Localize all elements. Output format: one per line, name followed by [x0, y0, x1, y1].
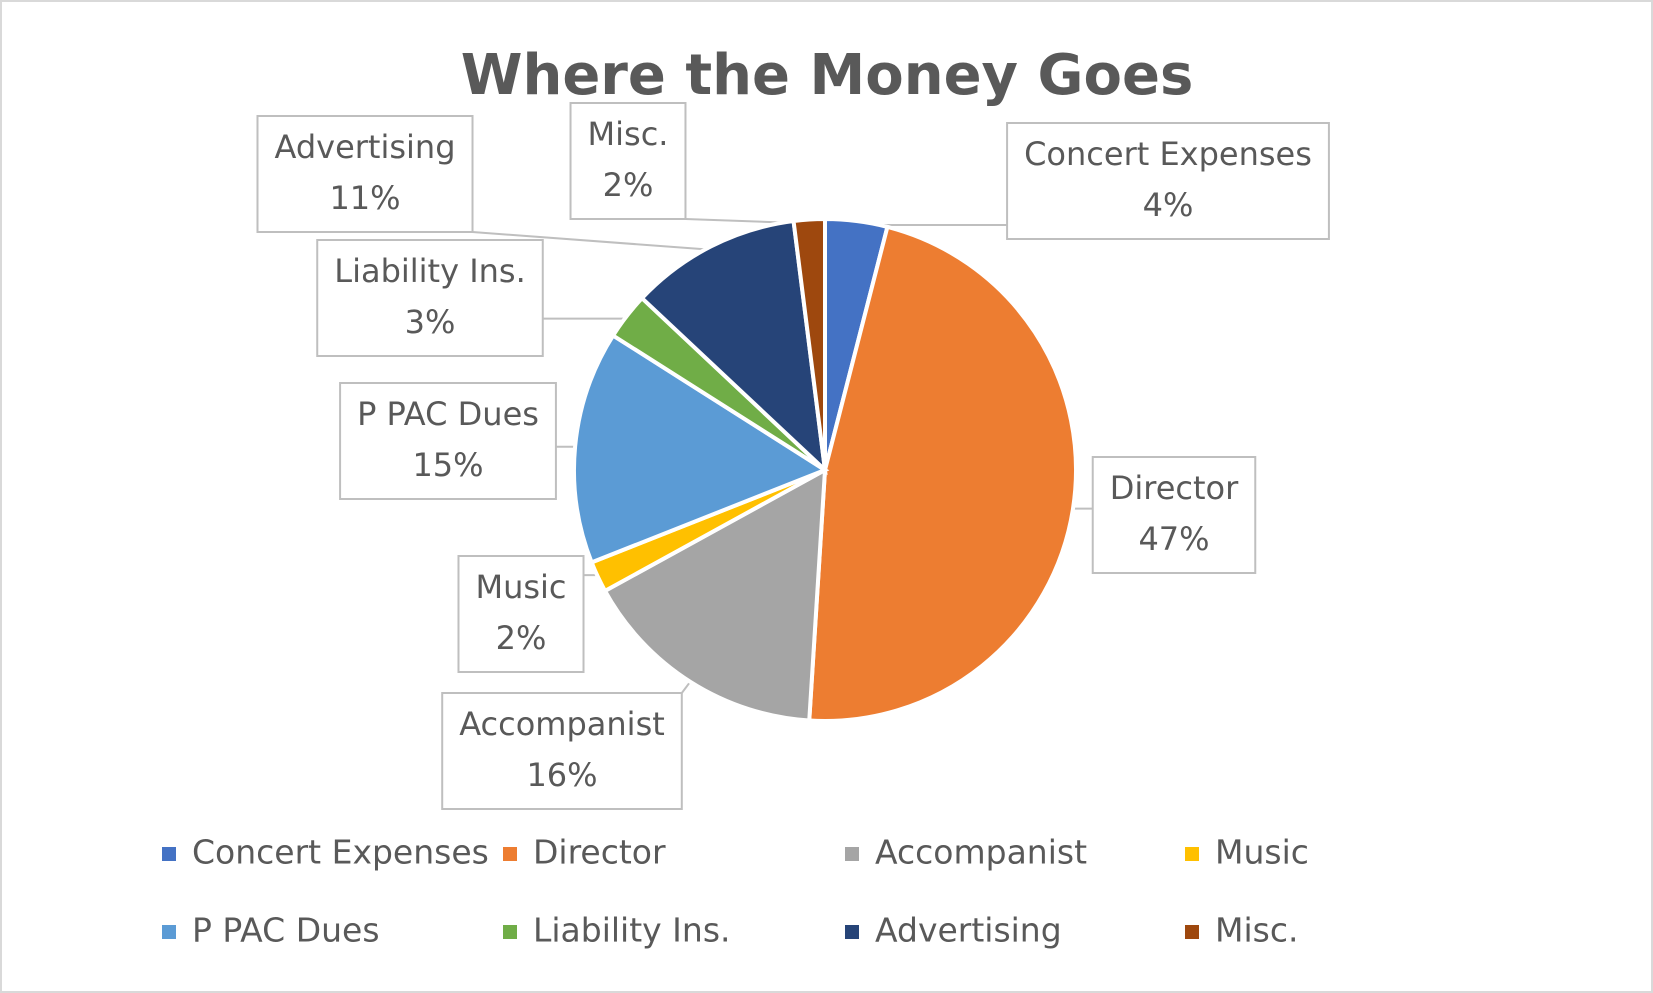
legend-label: Misc. — [1215, 911, 1298, 950]
data-label-name: Liability Ins. — [334, 252, 526, 290]
slices — [572, 216, 1078, 723]
legend-swatch — [1185, 847, 1199, 861]
data-label-box — [339, 382, 557, 500]
data-label-value: 15% — [412, 446, 483, 484]
legend-label: Liability Ins. — [533, 911, 731, 950]
pie-slice — [572, 332, 830, 565]
legend-swatch — [1185, 925, 1199, 939]
data-label-value: 4% — [1143, 186, 1194, 224]
data-label-box — [457, 555, 585, 673]
data-label: P PAC Dues 15% — [339, 382, 557, 500]
data-label: Accompanist 16% — [441, 692, 683, 810]
data-label-box — [1006, 122, 1330, 240]
legend-swatch — [162, 847, 176, 861]
data-label-box — [256, 115, 474, 233]
legend-swatch — [845, 847, 859, 861]
legend-swatch — [503, 847, 517, 861]
data-label: Concert Expenses 4% — [1006, 122, 1330, 240]
legend-label: Accompanist — [875, 833, 1087, 872]
data-label-name: Concert Expenses — [1024, 135, 1312, 173]
data-label-box — [569, 102, 687, 220]
data-label-box — [316, 239, 544, 357]
chart-title: Where the Money Goes — [461, 43, 1194, 108]
legend-swatch — [845, 925, 859, 939]
data-label: Misc. 2% — [569, 102, 687, 220]
legend-label: Director — [533, 833, 666, 872]
data-label: Music 2% — [457, 555, 585, 673]
data-label-value: 2% — [603, 166, 654, 204]
data-label-box — [441, 692, 683, 810]
data-label-name: Director — [1110, 469, 1239, 507]
data-label-value: 11% — [329, 179, 400, 217]
pie-slice — [791, 216, 827, 471]
data-label-name: P PAC Dues — [357, 395, 539, 433]
data-label: Advertising 11% — [256, 115, 474, 233]
data-label-name: Misc. — [588, 115, 669, 153]
legend-swatch — [162, 925, 176, 939]
data-label: Director 47% — [1091, 456, 1257, 574]
data-label-value: 47% — [1138, 520, 1209, 558]
pie-slice — [639, 218, 828, 476]
legend-swatch — [503, 925, 517, 939]
data-label-name: Advertising — [274, 128, 455, 166]
data-label-value: 3% — [405, 303, 456, 341]
data-label-value: 2% — [496, 619, 547, 657]
data-labels: Concert Expenses 4% Director 47% Accompanist… — [256, 102, 1330, 810]
data-label-value: 16% — [526, 756, 597, 794]
legend-label: P PAC Dues — [192, 911, 380, 950]
legend-label: Advertising — [875, 911, 1062, 950]
data-label: Liability Ins. 3% — [316, 239, 544, 357]
legend-label: Music — [1215, 833, 1309, 872]
data-label-name: Music — [475, 568, 566, 606]
leader-line — [472, 231, 713, 251]
data-label-box — [1091, 456, 1257, 574]
pie-slice — [807, 224, 1078, 723]
data-label-name: Accompanist — [459, 705, 665, 743]
legend-label: Concert Expenses — [192, 833, 489, 872]
pie-slice — [602, 466, 828, 723]
